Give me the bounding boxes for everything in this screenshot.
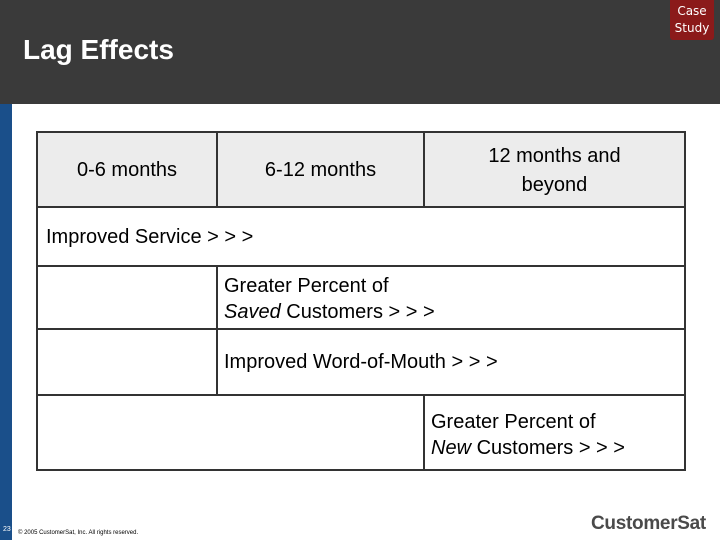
header-label: 0-6 months: [76, 159, 178, 181]
row-divider: [38, 328, 684, 330]
badge-line-1: Case: [677, 4, 707, 18]
left-accent-stripe: [0, 104, 12, 540]
row-divider: [38, 394, 684, 396]
lag-effects-timeline: 0-6 months 6-12 months 12 months and bey…: [36, 131, 686, 471]
title-bar: [0, 0, 720, 104]
effect-improved-service: Improved Service > > >: [46, 226, 254, 248]
header-label: 6-12 months: [264, 159, 377, 181]
customersat-logo: CustomerSat: [591, 513, 706, 534]
case-study-badge: Case Study: [670, 0, 714, 40]
header-0-6-months: 0-6 months: [38, 133, 218, 208]
slide-title: Lag Effects: [23, 34, 174, 65]
header-6-12-months: 6-12 months: [218, 133, 425, 208]
header-12-months-beyond: 12 months and beyond: [425, 133, 684, 208]
page-number: 23: [3, 526, 11, 533]
header-label-line-2: beyond: [521, 173, 588, 196]
row-divider: [38, 265, 684, 267]
header-label-line-1: 12 months and: [488, 144, 621, 167]
effect-new-customers: Greater Percent of New Customers > > >: [431, 411, 625, 459]
row-divider: [38, 206, 684, 208]
column-divider: [423, 394, 425, 469]
effect-word-of-mouth: Improved Word-of-Mouth > > >: [224, 351, 498, 373]
copyright-notice: © 2005 CustomerSat, Inc. All rights rese…: [18, 530, 139, 536]
effect-saved-customers: Greater Percent of Saved Customers > > >: [224, 275, 435, 323]
badge-line-2: Study: [674, 21, 710, 35]
column-divider: [216, 265, 218, 394]
